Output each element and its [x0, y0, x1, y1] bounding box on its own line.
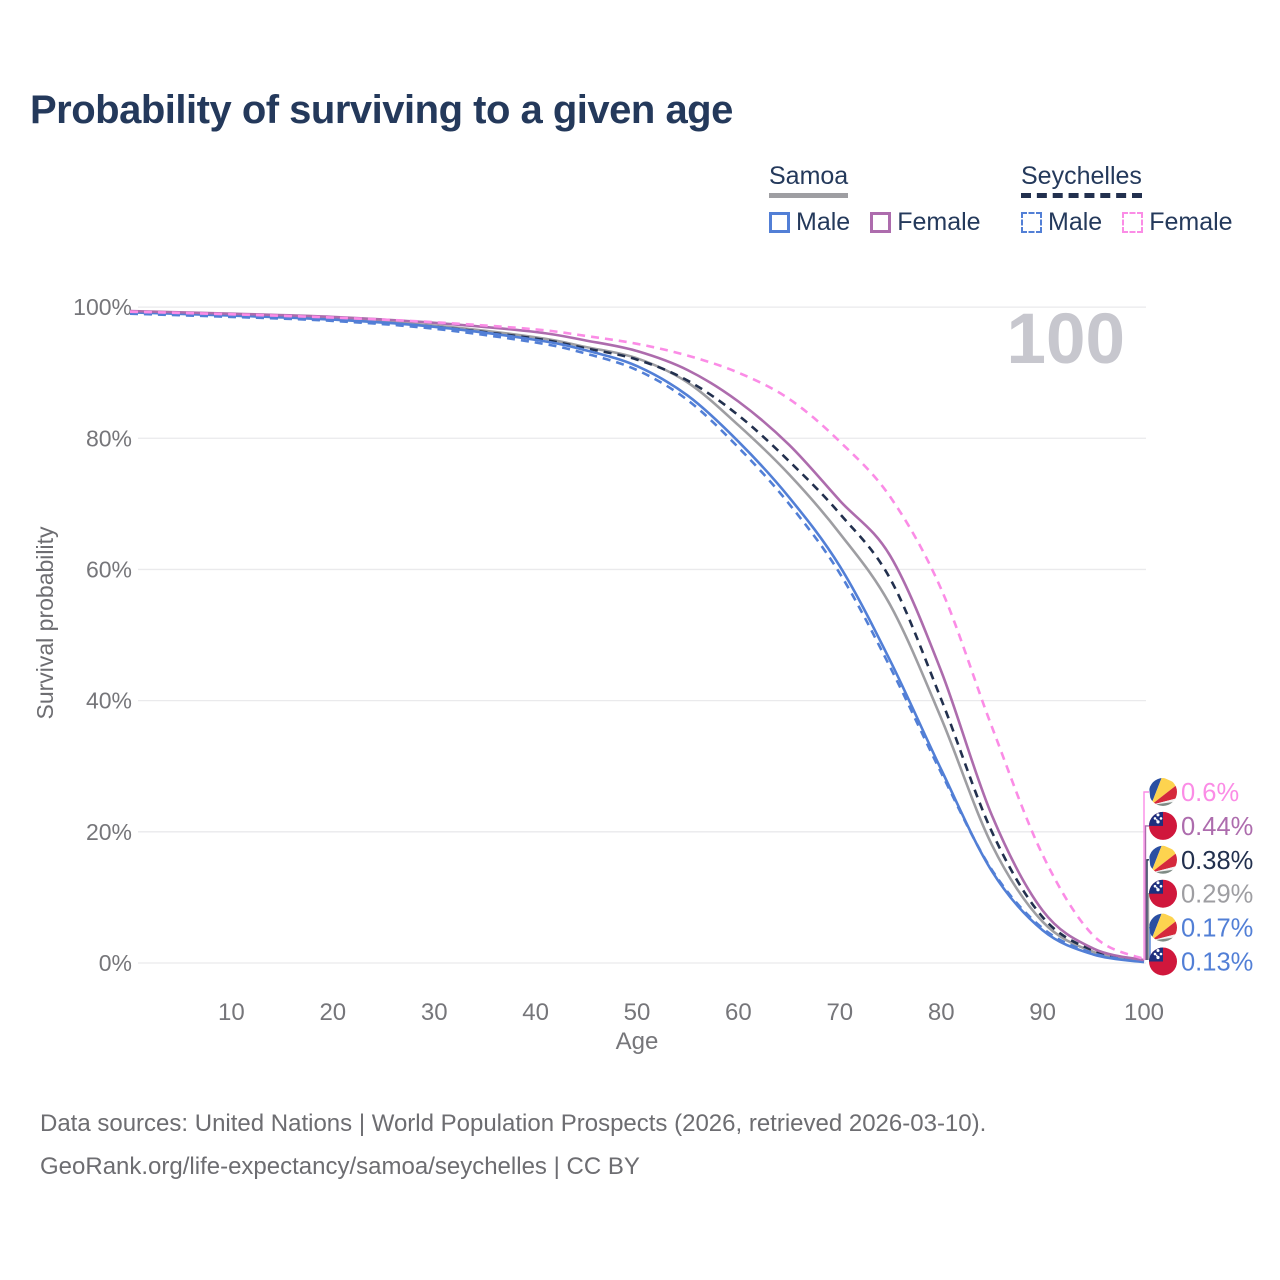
y-tick-label: 60%	[86, 556, 132, 582]
end-label-value: 0.6%	[1181, 779, 1239, 807]
legend-label: Female	[1149, 208, 1233, 236]
attribution-line: GeoRank.org/life-expectancy/samoa/seyche…	[40, 1153, 640, 1180]
x-tick-label: 100	[1124, 999, 1164, 1026]
chart-footer: Data sources: United Nations | World Pop…	[40, 1102, 986, 1188]
end-label-connector	[1147, 893, 1150, 960]
legend-group-samoa: Samoa Male Female	[769, 162, 981, 237]
data-sources-line: Data sources: United Nations | World Pop…	[40, 1110, 987, 1137]
series-line-samoa-both-sexes	[129, 310, 1145, 963]
x-tick-label: 50	[624, 999, 651, 1026]
samoa-male-swatch-icon	[769, 212, 790, 233]
x-tick-label: 40	[522, 999, 549, 1026]
samoa-female-swatch-icon	[870, 212, 892, 233]
series-line-samoa-male	[129, 311, 1145, 964]
legend-item-seychelles-female[interactable]: Female	[1122, 208, 1233, 237]
page-title: Probability of surviving to a given age	[30, 88, 733, 132]
seychelles-male-swatch-icon	[1021, 212, 1042, 233]
flag-seychelles-icon	[1149, 913, 1177, 942]
y-tick-label: 0%	[99, 950, 132, 976]
x-tick-label: 30	[421, 999, 448, 1026]
x-tick-label: 60	[725, 999, 752, 1026]
x-tick-label: 10	[218, 999, 245, 1026]
end-label-value: 0.38%	[1181, 847, 1253, 875]
legend-label: Male	[796, 208, 851, 236]
y-axis-title: Survival probability	[32, 526, 58, 720]
x-tick-label: 20	[319, 999, 346, 1026]
y-tick-label: 40%	[86, 688, 132, 714]
x-axis-title: Age	[615, 1028, 659, 1055]
y-tick-label: 20%	[86, 819, 132, 845]
legend-item-samoa-male[interactable]: Male	[769, 208, 850, 237]
y-tick-label: 80%	[86, 425, 132, 451]
end-label-value: 0.44%	[1181, 813, 1253, 841]
series-line-seychelles-female	[129, 310, 1145, 961]
x-tick-label: 90	[1029, 999, 1056, 1026]
age-watermark: 100	[1006, 300, 1125, 379]
flag-samoa-icon	[1149, 879, 1177, 908]
y-tick-label: 100%	[73, 294, 132, 320]
end-label-connector	[1144, 825, 1149, 960]
legend-label: Female	[897, 208, 981, 236]
end-label-value: 0.13%	[1181, 949, 1253, 977]
end-label-connector	[1143, 791, 1149, 960]
seychelles-female-swatch-icon	[1122, 212, 1144, 233]
flag-samoa-icon	[1149, 947, 1177, 976]
end-label-connector	[1146, 859, 1149, 960]
end-label-value: 0.29%	[1181, 881, 1253, 909]
legend-group-seychelles: Seychelles Male Female	[1021, 162, 1233, 237]
series-line-samoa-female	[129, 309, 1145, 962]
legend-label: Male	[1048, 208, 1103, 236]
legend-header-seychelles: Seychelles	[1021, 162, 1142, 198]
legend-item-samoa-female[interactable]: Female	[870, 208, 981, 237]
flag-seychelles-icon	[1149, 778, 1177, 806]
series-line-seychelles-both-sexes	[129, 311, 1145, 962]
x-tick-label: 80	[928, 999, 955, 1026]
series-line-seychelles-male	[129, 312, 1145, 964]
x-tick-label: 70	[826, 999, 853, 1026]
flag-seychelles-icon	[1149, 845, 1177, 874]
end-label-value: 0.17%	[1181, 915, 1253, 943]
legend-item-seychelles-male[interactable]: Male	[1021, 208, 1102, 237]
flag-samoa-icon	[1149, 811, 1177, 840]
legend-header-samoa: Samoa	[769, 162, 849, 198]
